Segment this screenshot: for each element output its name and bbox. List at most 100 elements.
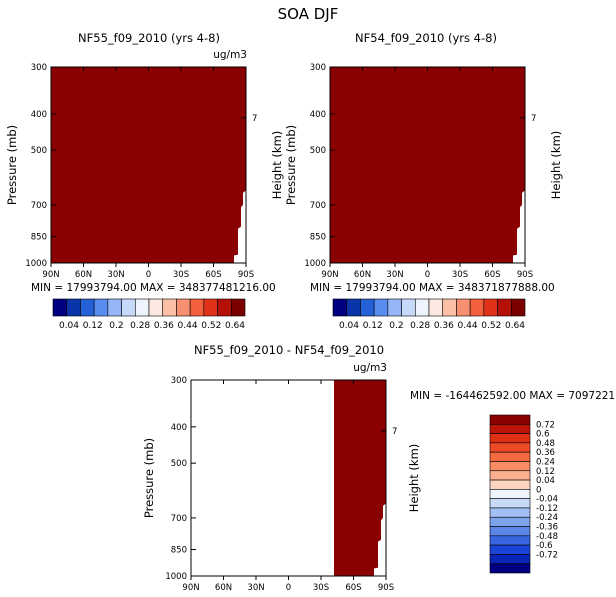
x-tick-label: 30N bbox=[386, 270, 403, 280]
colorbar-box bbox=[489, 414, 531, 425]
colorbar-label: 0.12 bbox=[363, 321, 383, 331]
colorbar-label: 0.48 bbox=[536, 439, 555, 449]
colorbar-label: 0.04 bbox=[59, 321, 79, 331]
colorbar-box bbox=[469, 298, 485, 317]
panel-nf55: NF55_f09_2010 (yrs 4-8) ug/m3 Pressure (… bbox=[5, 31, 284, 294]
x-tick-label: 60N bbox=[75, 270, 92, 280]
colorbar-box bbox=[489, 544, 531, 555]
y-tick-label: 400 bbox=[310, 110, 326, 120]
min-max-text: MIN = 17993794.00 MAX = 348377481216.00 bbox=[31, 282, 276, 294]
colorbar-box bbox=[489, 489, 531, 499]
colorbar-box bbox=[176, 298, 191, 317]
colorbar-box bbox=[489, 526, 531, 537]
y-tick-label: 700 bbox=[171, 514, 187, 524]
y-tick-label: 1000 bbox=[165, 572, 187, 582]
colorbar-box bbox=[52, 298, 68, 317]
colorbar-box bbox=[387, 298, 402, 317]
colorbar-box bbox=[401, 298, 416, 317]
colorbar-label: 0.2 bbox=[389, 321, 403, 331]
colorbar-top-left: 0.04 0.12 0.2 0.28 0.36 0.44 0.52 0.64 bbox=[52, 298, 246, 331]
colorbar-box bbox=[360, 298, 375, 317]
right-tick-label: 7 bbox=[392, 427, 397, 437]
y-tick-label: 850 bbox=[171, 546, 187, 556]
x-tick-label: 30S bbox=[452, 270, 468, 280]
y-tick-label: 400 bbox=[31, 110, 47, 120]
colorbar-box bbox=[489, 554, 531, 565]
colorbar-box bbox=[107, 298, 122, 317]
x-tick-label: 30N bbox=[247, 583, 264, 593]
colorbar-top-right: 0.04 0.12 0.2 0.28 0.36 0.44 0.52 0.64 bbox=[332, 298, 526, 331]
x-tick-label: 30S bbox=[173, 270, 189, 280]
colorbar-box bbox=[442, 298, 457, 317]
colorbar-box bbox=[489, 479, 531, 490]
colorbar-box bbox=[489, 563, 531, 574]
y-tick-label: 300 bbox=[171, 376, 187, 386]
colorbar-box bbox=[332, 298, 348, 317]
right-axis-label: Height (km) bbox=[549, 131, 563, 200]
colorbar-label: 0.36 bbox=[434, 321, 454, 331]
colorbar-label: 0.2 bbox=[109, 321, 123, 331]
colorbar-label: -0.36 bbox=[536, 523, 558, 533]
colorbar-box bbox=[483, 298, 498, 317]
colorbar-box bbox=[134, 298, 150, 317]
colorbar-box bbox=[489, 470, 531, 481]
colorbar-label: 0.04 bbox=[339, 321, 359, 331]
colorbar-label: 0.44 bbox=[178, 321, 198, 331]
x-tick-label: 0 bbox=[146, 270, 151, 280]
y-axis-label: Pressure (mb) bbox=[284, 125, 298, 205]
y-tick-label: 300 bbox=[310, 63, 326, 73]
colorbar-label: 0.44 bbox=[458, 321, 478, 331]
y-tick-label: 500 bbox=[310, 146, 326, 156]
colorbar-difference: 0.720.60.480.360.240.120.040-0.04-0.12-0… bbox=[489, 414, 558, 574]
colorbar-box bbox=[489, 516, 531, 527]
colorbar-box bbox=[497, 298, 512, 317]
colorbar-label: 0.72 bbox=[536, 420, 555, 430]
x-tick-label: 60N bbox=[354, 270, 371, 280]
colorbar-label: 0.28 bbox=[410, 321, 430, 331]
field-fill bbox=[51, 67, 246, 263]
y-tick-label: 700 bbox=[310, 201, 326, 211]
x-tick-label: 90S bbox=[238, 270, 254, 280]
x-tick-label: 90N bbox=[321, 270, 338, 280]
colorbar-label: 0.6 bbox=[536, 430, 550, 440]
colorbar-box bbox=[428, 298, 444, 317]
y-axis-label: Pressure (mb) bbox=[5, 125, 19, 205]
colorbar-label: -0.24 bbox=[536, 513, 558, 523]
colorbar-box bbox=[489, 433, 531, 444]
right-axis-label: Height (km) bbox=[407, 444, 421, 513]
colorbar-label: 0.52 bbox=[201, 321, 221, 331]
colorbar-label: 0.24 bbox=[536, 457, 555, 467]
x-tick-label: 90S bbox=[378, 583, 394, 593]
x-tick-label: 60S bbox=[345, 583, 361, 593]
colorbar-box bbox=[489, 507, 531, 518]
colorbar-label: 0.36 bbox=[154, 321, 174, 331]
x-tick-label: 90N bbox=[42, 270, 59, 280]
y-tick-label: 850 bbox=[31, 233, 47, 243]
panel-nf54: NF54_f09_2010 (yrs 4-8) Pressure (mb) He… bbox=[284, 31, 563, 294]
colorbar-box bbox=[489, 423, 531, 434]
colorbar-label: -0.12 bbox=[536, 504, 558, 514]
colorbar-label: 0.64 bbox=[225, 321, 245, 331]
colorbar-box bbox=[93, 298, 109, 317]
x-tick-label: 90S bbox=[517, 270, 533, 280]
colorbar-label: 0.52 bbox=[481, 321, 501, 331]
y-axis-label: Pressure (mb) bbox=[142, 438, 156, 518]
colorbar-label: -0.48 bbox=[536, 532, 558, 542]
colorbar-box bbox=[456, 298, 471, 317]
colorbar-label: 0.04 bbox=[536, 476, 555, 486]
x-tick-label: 60S bbox=[484, 270, 500, 280]
x-tick-label: 0 bbox=[425, 270, 430, 280]
colorbar-label: 0 bbox=[536, 485, 541, 495]
colorbar-label: 0.64 bbox=[505, 321, 525, 331]
colorbar-label: 0.12 bbox=[536, 467, 555, 477]
figure-title: SOA DJF bbox=[278, 5, 339, 23]
colorbar-label: 0.36 bbox=[536, 448, 555, 458]
colorbar-box bbox=[489, 461, 531, 472]
colorbar-box bbox=[217, 298, 232, 317]
colorbar-box bbox=[346, 298, 361, 317]
y-tick-label: 850 bbox=[310, 233, 326, 243]
min-max-text: MIN = 17993794.00 MAX = 348371877888.00 bbox=[310, 282, 555, 294]
colorbar-box bbox=[414, 298, 430, 317]
colorbar-label: 0.12 bbox=[83, 321, 103, 331]
